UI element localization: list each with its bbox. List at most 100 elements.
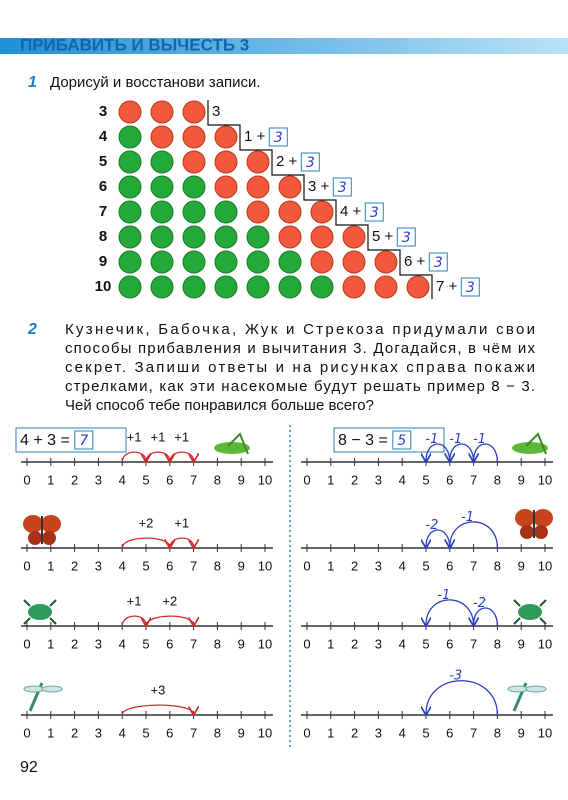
tick-label: 3 [375,472,382,487]
jump-label: -2 [473,596,486,611]
tick-label: 8 [494,636,501,651]
tick-label: 1 [47,725,54,740]
wing [23,685,45,693]
tick-label: 6 [166,558,173,573]
green-circle [246,250,270,274]
green-circle [214,275,238,299]
wing [507,685,529,693]
jump-label: +1 [150,429,165,444]
tick-label: 8 [494,725,501,740]
tick-label: 1 [327,558,334,573]
green-circle [118,250,142,274]
green-circle [246,275,270,299]
jump-label: +1 [174,429,189,444]
tick-label: 8 [494,472,501,487]
task2-text: Кузнечик, Бабочка, Жук и Стрекоза придум… [65,321,536,414]
green-circle [182,225,206,249]
green-circle [182,250,206,274]
red-circle [246,200,270,224]
answer-box [364,202,384,222]
tick-label: 0 [23,472,30,487]
jump-label: -1 [449,432,462,447]
jump-arrow [121,451,146,462]
green-circle [150,250,174,274]
green-circle [150,175,174,199]
red-circle [374,275,398,299]
green-circle [182,175,206,199]
green-circle [150,200,174,224]
tick-label: 10 [258,725,272,740]
red-circle [246,150,270,174]
tick-label: 9 [238,725,245,740]
tick-label: 3 [375,558,382,573]
answer-box [332,177,352,197]
tick-label: 2 [71,472,78,487]
tick-label: 10 [538,472,552,487]
insect-beetle [23,599,57,625]
row-label: 4 [99,128,108,145]
record: 3 [212,103,220,120]
task-line: секрет. Запиши ответы и на рисунках спра… [65,359,535,376]
green-circle [214,250,238,274]
red-circle [214,175,238,199]
tick-label: 5 [142,472,149,487]
green-circle [150,150,174,174]
header-bar [0,38,568,54]
tick-label: 2 [351,472,358,487]
task-line: Чей способ тебе понравился больше всего? [65,397,374,414]
wing [28,531,42,545]
tick-label: 1 [327,725,334,740]
tick-label: 3 [375,636,382,651]
tick-label: 10 [258,472,272,487]
red-circle [214,125,238,149]
jump-label: +2 [139,515,154,530]
insect-beetle [513,599,547,625]
wing [525,685,547,693]
green-circle [182,200,206,224]
answer: 3 [306,155,315,171]
tick-label: 0 [23,725,30,740]
task-line: стрелками, как эти насекомые будут решат… [65,378,535,395]
jump-arrow [169,451,194,462]
tick-label: 3 [95,472,102,487]
tick-label: 10 [538,636,552,651]
tick-label: 8 [214,636,221,651]
tick-label: 5 [422,636,429,651]
green-circle [118,175,142,199]
green-circle [118,275,142,299]
body [518,604,542,620]
page-number: 92 [20,759,38,776]
tick-label: 9 [518,472,525,487]
answer: 3 [370,205,379,221]
jump-arrow [121,704,193,715]
record: 5 + [372,228,394,245]
jump-arrow [450,443,475,462]
task-number: 2 [27,321,37,338]
tick-label: 2 [351,636,358,651]
answer-box [428,252,448,272]
tick-label: 4 [399,472,406,487]
insect-grasshopper [512,432,548,455]
insect-dragonfly [23,682,63,712]
record: 4 + [340,203,362,220]
task-text: Дорисуй и восстанови записи. [50,74,261,91]
tick-label: 6 [446,472,453,487]
red-circle [278,175,302,199]
header-title: ПРИБАВИТЬ И ВЫЧЕСТЬ 3 [20,35,249,54]
wing [534,525,548,539]
legs [513,599,547,625]
tick-label: 5 [142,558,149,573]
green-circle [214,200,238,224]
green-circle [150,225,174,249]
equation-frame [333,427,445,453]
tick-label: 5 [422,472,429,487]
task-line: Кузнечик, Бабочка, Жук и Стрекоза придум… [65,321,535,338]
answer-box [268,127,288,147]
record: 3 + [308,178,330,195]
jump-label: +3 [150,682,165,697]
equation: 4 + 3 = [20,432,70,449]
task-line: способы прибавления и вычитания 3. Догад… [65,340,536,357]
tick-label: 8 [214,558,221,573]
jump-arrow [121,537,170,548]
